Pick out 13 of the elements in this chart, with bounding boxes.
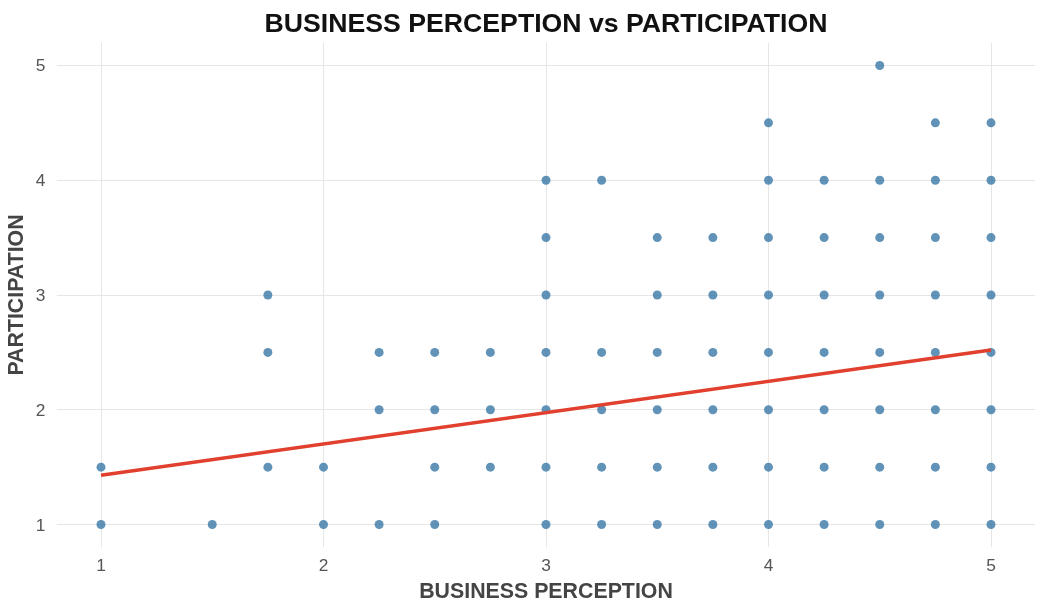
x-tick-label: 4 [763,554,774,575]
x-tick-label: 2 [318,554,329,575]
y-tick-label: 2 [35,399,46,420]
y-tick-label: 1 [35,514,46,535]
chart-title: BUSINESS PERCEPTION vs PARTICIPATION [264,7,828,38]
y-tick-label: 4 [35,170,46,191]
y-tick-label: 5 [35,55,46,76]
x-tick-label: 1 [96,554,106,575]
y-tick-label: 3 [35,285,46,305]
x-axis-title: BUSINESS PERCEPTION [419,578,673,603]
x-tick-label: 3 [541,554,551,575]
y-axis-title: PARTICIPATION [3,214,28,376]
x-tick-label: 5 [986,554,996,575]
